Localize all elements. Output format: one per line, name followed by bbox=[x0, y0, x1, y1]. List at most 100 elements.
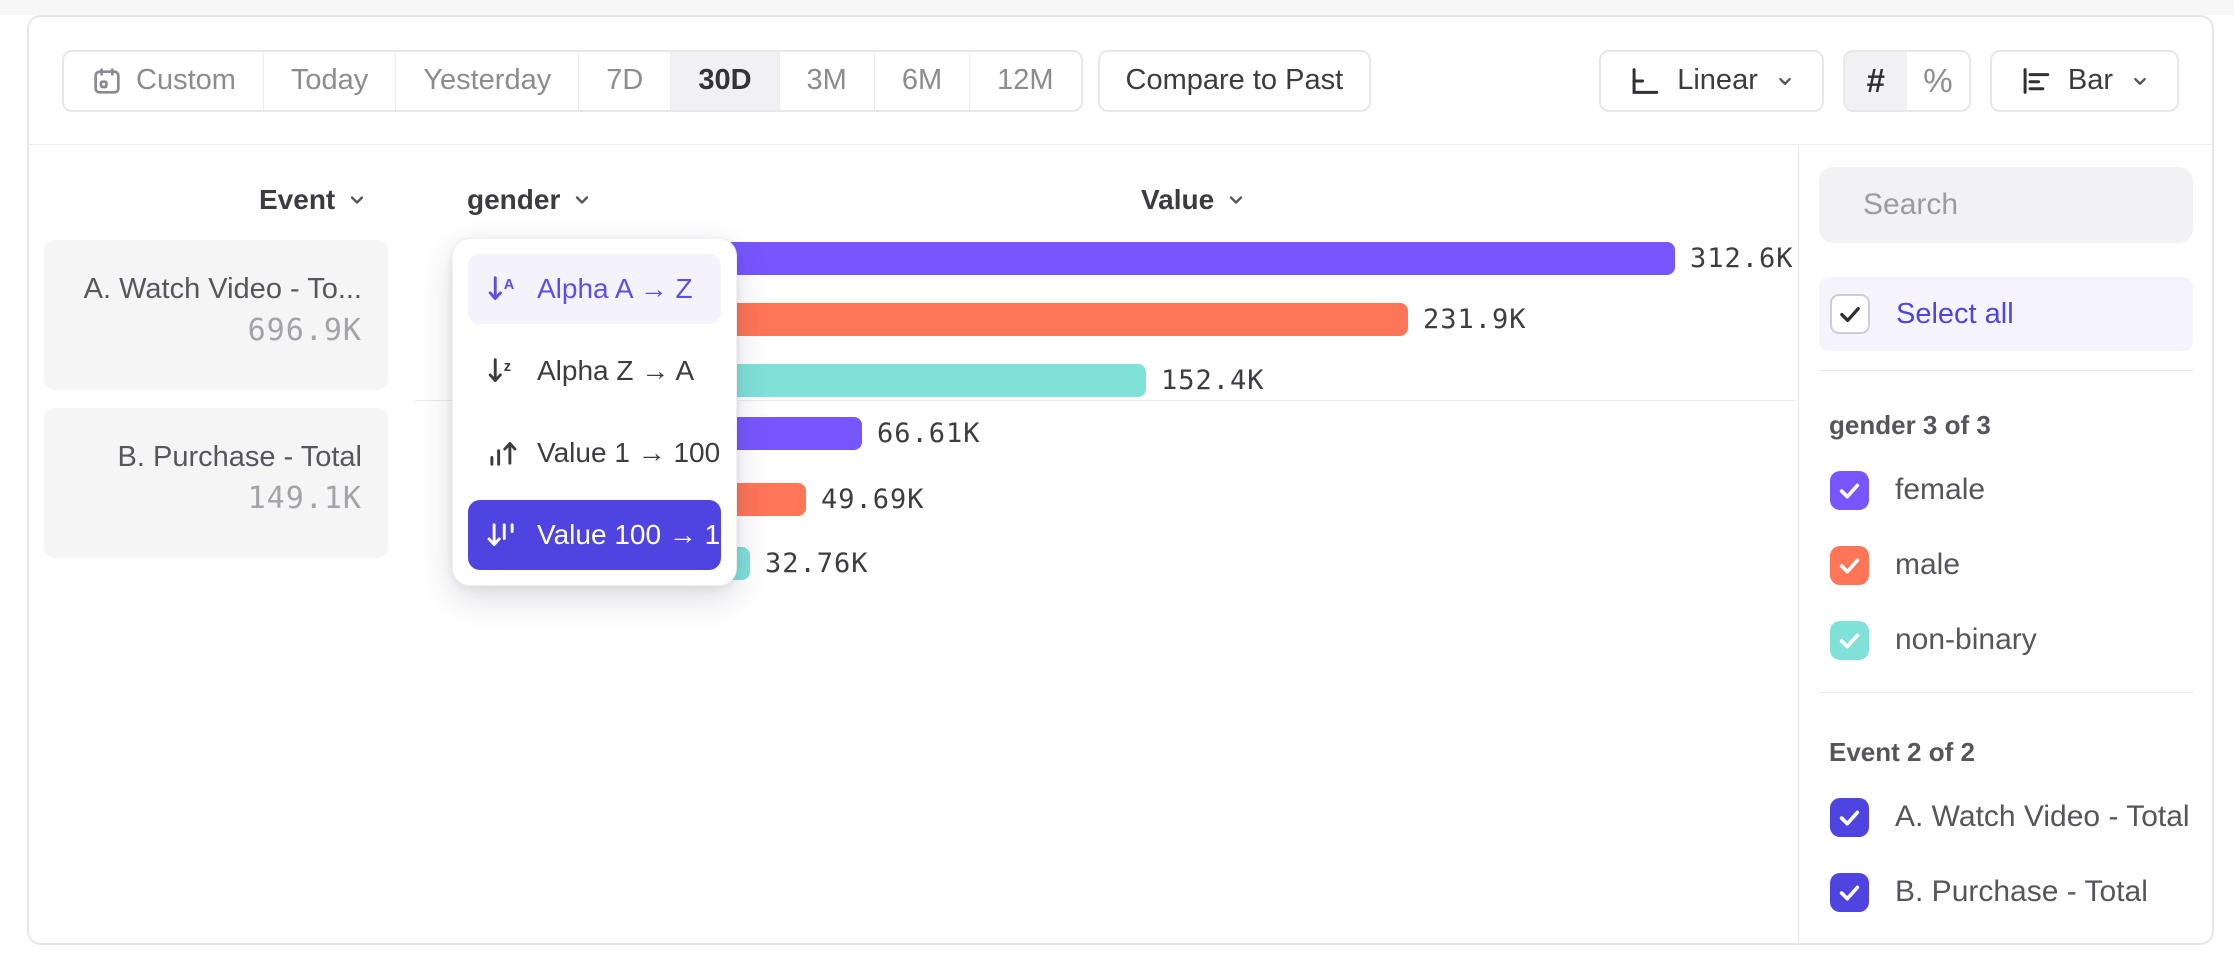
checkbox-female[interactable] bbox=[1830, 470, 1869, 510]
filter-item-non-binary[interactable]: non-binary bbox=[1830, 620, 2037, 660]
check-icon bbox=[1839, 885, 1860, 900]
date-range-label: 3M bbox=[806, 64, 847, 96]
filter-item-label: female bbox=[1895, 473, 1986, 506]
sort-option-value-1-100[interactable]: Value 1 → 100 bbox=[468, 418, 721, 488]
calendar-icon bbox=[94, 67, 120, 94]
date-range-yesterday[interactable]: Yesterday bbox=[395, 51, 578, 110]
event-card-b-purchase-total[interactable]: B. Purchase - Total 149.1K bbox=[44, 408, 388, 558]
bar-chart-icon bbox=[2023, 67, 2050, 94]
select-all-checkbox[interactable] bbox=[1830, 294, 1870, 334]
check-icon bbox=[1839, 483, 1860, 498]
column-header-event[interactable]: Event bbox=[259, 184, 367, 216]
sort-alpha-desc-icon: z bbox=[488, 358, 511, 383]
filter-item-label: B. Purchase - Total bbox=[1895, 875, 2148, 908]
select-all-label: Select all bbox=[1896, 297, 2014, 330]
checkbox-b-purchase-total[interactable] bbox=[1830, 872, 1869, 912]
sort-option-alpha-z-a[interactable]: z Alpha Z → A bbox=[468, 336, 721, 406]
sort-option-label: Value 1 → 100 bbox=[537, 437, 721, 468]
chart-type-dropdown-button[interactable]: Bar bbox=[1989, 49, 2179, 112]
search-input[interactable] bbox=[1863, 188, 2212, 222]
date-range-6m[interactable]: 6M bbox=[873, 51, 969, 110]
percent-toggle[interactable]: % bbox=[1907, 52, 1969, 110]
date-range-3m[interactable]: 3M bbox=[778, 51, 874, 110]
column-header-value-label: Value bbox=[1141, 184, 1215, 215]
date-range-control: Custom Today Yesterday 7D 30D 3M 6M 12M bbox=[62, 49, 1083, 112]
bar-value-label: 312.6K bbox=[1690, 243, 1794, 274]
linear-axis-icon bbox=[1632, 67, 1659, 94]
date-range-label: 30D bbox=[698, 64, 752, 96]
select-all-row[interactable]: Select all bbox=[1819, 277, 2193, 351]
scale-label: Linear bbox=[1677, 64, 1758, 96]
chevron-down-icon bbox=[351, 196, 364, 204]
sort-option-value-100-1[interactable]: Value 100 → 1 bbox=[468, 500, 721, 570]
date-range-12m[interactable]: 12M bbox=[969, 51, 1080, 110]
scale-dropdown-button[interactable]: Linear bbox=[1599, 49, 1824, 112]
page-background-strip bbox=[0, 0, 2234, 15]
section-title-gender-3-of-3: gender 3 of 3 bbox=[1829, 410, 1991, 440]
date-range-30d[interactable]: 30D bbox=[670, 51, 779, 110]
filter-item-label: non-binary bbox=[1895, 623, 2037, 656]
date-range-today[interactable]: Today bbox=[262, 51, 395, 110]
filter-item-a-watch-video-total[interactable]: A. Watch Video - Total bbox=[1830, 797, 2190, 837]
sort-value-desc-icon bbox=[487, 523, 514, 547]
sort-option-label: Value 100 → 1 bbox=[537, 519, 721, 550]
date-range-label: 6M bbox=[901, 64, 943, 96]
sort-value-asc-icon bbox=[490, 441, 517, 466]
date-range-7d[interactable]: 7D bbox=[578, 51, 670, 110]
filter-item-b-purchase-total[interactable]: B. Purchase - Total bbox=[1830, 872, 2148, 912]
date-range-label: Custom bbox=[136, 64, 236, 96]
compare-to-past-label: Compare to Past bbox=[1125, 64, 1344, 96]
chevron-down-icon bbox=[576, 196, 589, 204]
checkbox-a-watch-video-total[interactable] bbox=[1830, 797, 1869, 837]
column-header-gender-label: gender bbox=[467, 184, 561, 215]
event-card-title: B. Purchase - Total bbox=[117, 441, 362, 473]
filter-item-label: A. Watch Video - Total bbox=[1895, 800, 2190, 833]
sort-option-label: Alpha Z → A bbox=[537, 355, 695, 386]
checkbox-non-binary[interactable] bbox=[1830, 620, 1869, 660]
bar-value-label: 66.61K bbox=[877, 418, 981, 449]
bar-value-label: 152.4K bbox=[1161, 365, 1265, 396]
event-card-a-watch-video-to[interactable]: A. Watch Video - To... 696.9K bbox=[44, 240, 388, 390]
check-icon bbox=[1840, 307, 1860, 323]
column-header-value[interactable]: Value bbox=[1141, 184, 1246, 216]
svg-text:A: A bbox=[504, 277, 515, 293]
date-range-label: Today bbox=[290, 64, 369, 96]
section-divider bbox=[1819, 370, 2193, 371]
chart-options-cluster: Linear # % Bar bbox=[1599, 49, 2179, 112]
bar-value-label: 231.9K bbox=[1423, 304, 1527, 335]
sort-option-alpha-a-z[interactable]: A Alpha A → Z bbox=[468, 254, 721, 324]
bar-a-watch-video-total-male[interactable] bbox=[642, 303, 1408, 336]
percent-icon: % bbox=[1923, 61, 1953, 99]
sort-option-label: Alpha A → Z bbox=[537, 273, 693, 304]
bar-a-watch-video-total-female[interactable] bbox=[642, 242, 1675, 275]
event-card-title: A. Watch Video - To... bbox=[83, 273, 362, 305]
date-range-custom[interactable]: Custom bbox=[64, 52, 263, 110]
check-icon bbox=[1839, 558, 1860, 573]
chevron-down-icon bbox=[1779, 77, 1791, 85]
date-range-label: 12M bbox=[997, 64, 1054, 96]
toolbar: Custom Today Yesterday 7D 30D 3M 6M 12M Compare… bbox=[29, 17, 2212, 145]
chart-type-label: Bar bbox=[2067, 64, 2113, 96]
chevron-down-icon bbox=[1230, 196, 1243, 204]
checkbox-male[interactable] bbox=[1830, 545, 1869, 585]
column-header-gender[interactable]: gender bbox=[467, 184, 592, 216]
chart-panel: Event gender Value A. Watch Video - To..… bbox=[29, 147, 1798, 943]
report-card: Custom Today Yesterday 7D 30D 3M 6M 12M Compare… bbox=[27, 15, 2214, 945]
bar-value-label: 49.69K bbox=[821, 484, 925, 515]
absolute-numbers-toggle[interactable]: # bbox=[1844, 51, 1907, 110]
bar-value-label: 32.76K bbox=[765, 548, 869, 579]
value-format-toggle: # % bbox=[1842, 49, 1971, 112]
date-range-label: Yesterday bbox=[423, 64, 552, 96]
group-separator bbox=[415, 400, 1795, 401]
sort-menu: A Alpha A → Z z Alpha Z → A Value 1 → 100 Val… bbox=[452, 238, 737, 586]
filter-sidebar: Select all gender 3 of 3 female male non-bi… bbox=[1798, 147, 2212, 943]
compare-to-past-button[interactable]: Compare to Past bbox=[1097, 49, 1372, 112]
search-box bbox=[1819, 167, 2212, 243]
column-header-event-label: Event bbox=[259, 184, 336, 215]
date-range-label: 7D bbox=[606, 64, 644, 96]
content-area: Event gender Value A. Watch Video - To..… bbox=[29, 147, 2212, 943]
filter-item-female[interactable]: female bbox=[1830, 470, 1985, 510]
check-icon bbox=[1839, 810, 1860, 825]
filter-item-male[interactable]: male bbox=[1830, 545, 1960, 585]
hash-icon: # bbox=[1866, 61, 1886, 99]
